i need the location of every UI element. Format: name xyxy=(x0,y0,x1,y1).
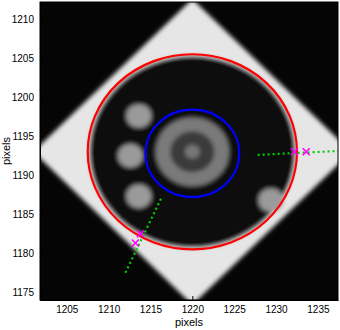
x-tick-mark xyxy=(318,296,319,300)
edge-marker xyxy=(132,240,139,247)
x-tick-mark xyxy=(109,296,110,300)
y-tick: 1205 xyxy=(12,53,44,64)
x-axis: 1205 1210 1215 1220 1225 1230 1235 xyxy=(41,296,339,315)
y-tick-label: 1190 xyxy=(12,170,34,181)
x-tick-label: 1215 xyxy=(140,304,163,315)
spot xyxy=(258,188,283,211)
y-tick-mark xyxy=(40,214,44,215)
y-tick: 1175 xyxy=(12,287,44,298)
x-tick-label: 1235 xyxy=(307,304,330,315)
y-axis-title: pixels xyxy=(0,136,12,165)
y-tick: 1210 xyxy=(12,14,44,25)
disk xyxy=(89,56,295,248)
y-tick-mark xyxy=(40,97,44,98)
x-tick: 1230 xyxy=(265,296,288,315)
edge-marker xyxy=(137,230,144,237)
spot xyxy=(126,104,151,127)
y-tick: 1190 xyxy=(12,170,44,181)
y-tick-mark xyxy=(40,58,44,59)
y-tick: 1195 xyxy=(12,131,44,142)
x-tick-mark xyxy=(276,296,277,300)
y-tick-mark xyxy=(40,136,44,137)
fit-circle xyxy=(145,110,239,197)
x-tick-mark xyxy=(234,296,235,300)
x-tick-label: 1210 xyxy=(98,304,121,315)
image xyxy=(40,2,338,300)
diamond xyxy=(40,2,338,300)
y-tick-label: 1180 xyxy=(12,248,34,259)
spot xyxy=(126,185,151,208)
y-tick: 1200 xyxy=(12,92,44,103)
center-spot xyxy=(185,145,200,159)
x-tick-label: 1230 xyxy=(265,304,288,315)
y-tick-label: 1200 xyxy=(12,92,35,103)
y-tick-label: 1175 xyxy=(12,287,34,298)
fit-circle xyxy=(88,54,297,249)
plot-frame xyxy=(40,2,338,300)
y-tick-label: 1210 xyxy=(12,14,35,25)
x-tick-label: 1225 xyxy=(224,304,247,315)
x-tick: 1205 xyxy=(56,296,79,315)
x-axis-title: pixels xyxy=(175,316,204,328)
x-tick: 1220 xyxy=(182,296,205,315)
x-tick-label: 1205 xyxy=(56,304,79,315)
chart: 1205 1210 1215 1220 1225 1230 1235 1175 1180 1185… xyxy=(0,0,340,330)
edge-marker xyxy=(291,148,298,155)
edge-marker xyxy=(303,148,310,155)
x-tick: 1210 xyxy=(98,296,121,315)
ring-inner xyxy=(170,131,214,172)
y-tick: 1180 xyxy=(12,248,44,259)
x-tick-mark xyxy=(192,296,193,300)
x-tick: 1225 xyxy=(224,296,247,315)
x-tick: 1215 xyxy=(140,296,163,315)
y-tick-mark xyxy=(40,292,44,293)
y-tick-mark xyxy=(40,19,44,20)
y-axis: 1175 1180 1185 1190 1195 1200 1205 1210 xyxy=(12,3,44,301)
profile-line xyxy=(125,196,162,272)
y-tick-label: 1185 xyxy=(12,209,34,220)
x-tick-mark xyxy=(67,296,68,300)
y-tick-label: 1205 xyxy=(12,53,35,64)
plot-area xyxy=(40,2,338,300)
x-tick: 1235 xyxy=(307,296,330,315)
spot xyxy=(118,144,143,167)
y-tick-mark xyxy=(40,253,44,254)
y-tick-mark xyxy=(40,175,44,176)
x-tick-label: 1220 xyxy=(182,304,205,315)
y-tick-label: 1195 xyxy=(12,131,34,142)
x-tick-mark xyxy=(150,296,151,300)
ring xyxy=(156,117,230,186)
y-tick: 1185 xyxy=(12,209,44,220)
